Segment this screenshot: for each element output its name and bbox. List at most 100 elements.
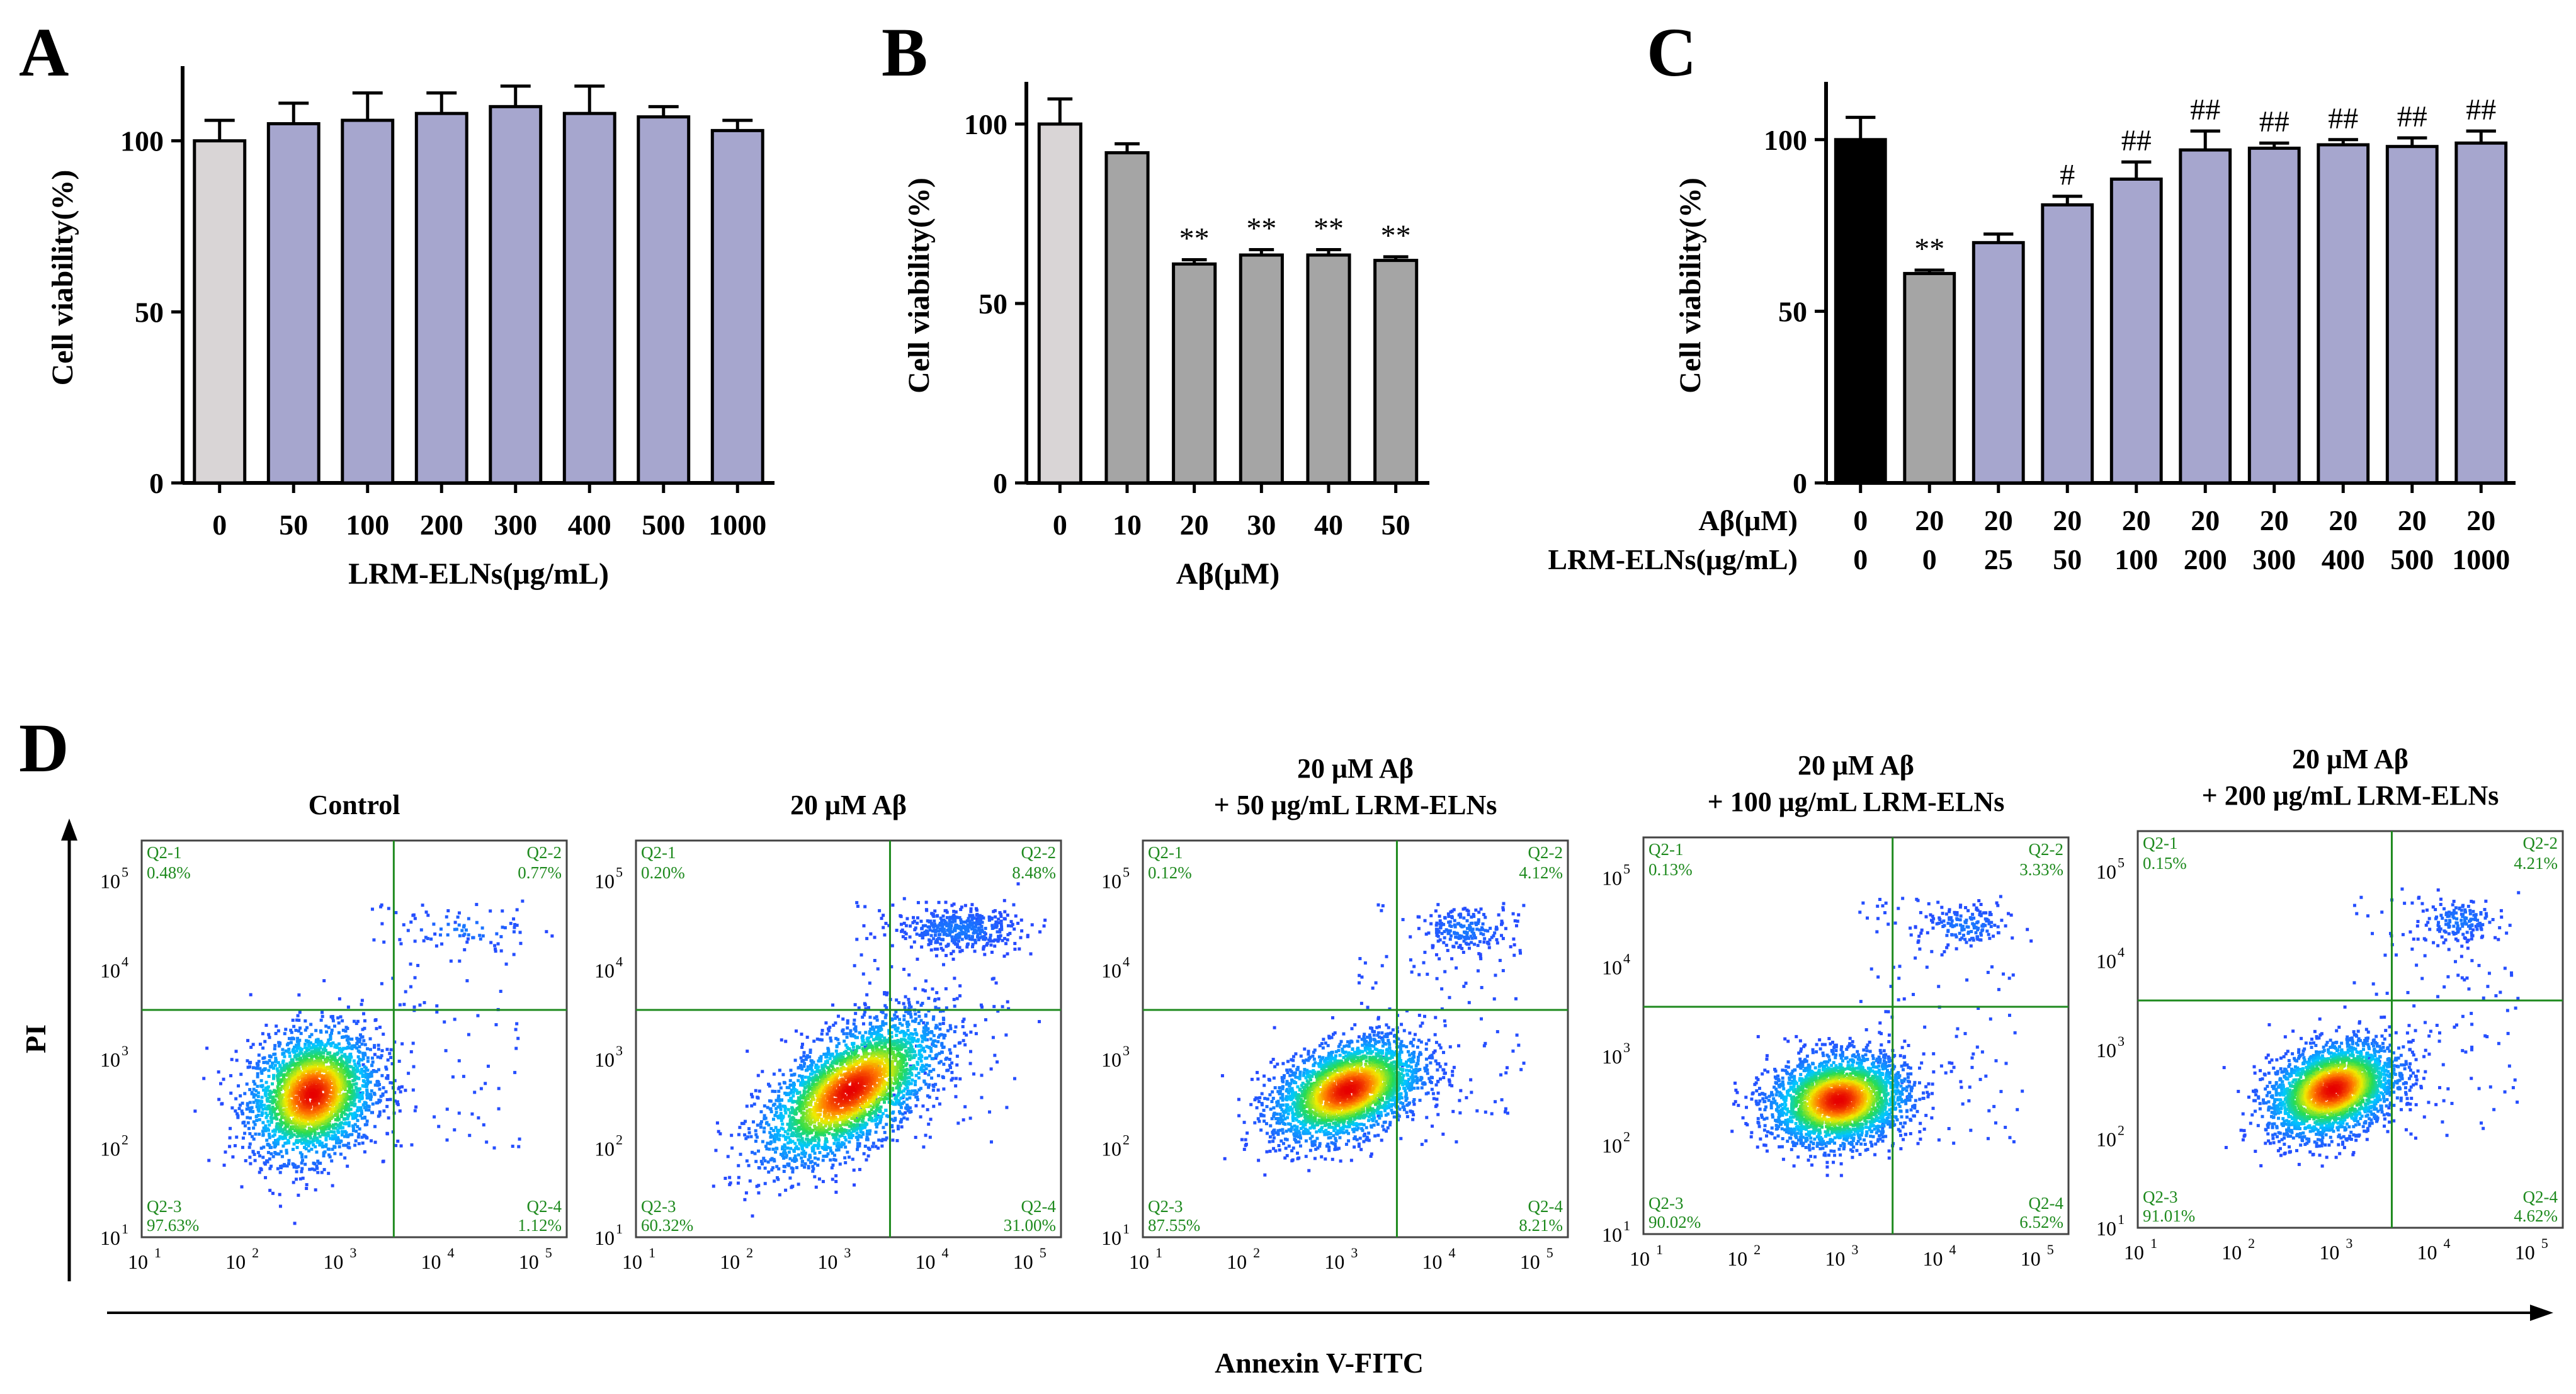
event-dot xyxy=(784,1138,788,1142)
row2-label: 0 xyxy=(1922,543,1937,575)
significance-mark: ** xyxy=(1381,219,1411,252)
event-dot xyxy=(285,1133,288,1136)
event-dot xyxy=(793,1109,797,1113)
event-dot xyxy=(766,1082,770,1086)
event-dot xyxy=(914,1095,918,1099)
event-dot xyxy=(898,1087,902,1091)
event-dot xyxy=(744,1191,748,1195)
event-dot xyxy=(999,922,1003,926)
event-dot xyxy=(915,1033,919,1036)
event-dot xyxy=(820,1070,824,1074)
event-dot xyxy=(258,1170,261,1174)
event-dot xyxy=(398,1003,402,1007)
event-dot xyxy=(884,1108,888,1112)
event-dot xyxy=(789,1147,793,1150)
event-dot xyxy=(812,1137,816,1141)
event-dot xyxy=(349,1055,353,1059)
event-dot xyxy=(247,1126,251,1130)
event-dot xyxy=(300,1130,304,1133)
event-dot xyxy=(344,1143,348,1147)
event-dot xyxy=(307,1093,310,1097)
event-dot xyxy=(315,1136,319,1140)
event-dot xyxy=(712,1184,715,1188)
event-dot xyxy=(280,1123,283,1126)
event-dot xyxy=(350,1103,354,1107)
event-dot xyxy=(256,1072,259,1075)
event-dot xyxy=(336,1118,339,1122)
event-dot xyxy=(924,1024,928,1028)
event-dot xyxy=(478,934,482,938)
event-dot xyxy=(791,1140,795,1143)
event-dot xyxy=(914,1135,917,1139)
event-dot xyxy=(909,1072,913,1075)
event-dot xyxy=(329,1031,333,1035)
event-dot xyxy=(913,987,917,990)
event-dot xyxy=(278,1042,282,1046)
event-dot xyxy=(873,936,877,939)
event-dot xyxy=(271,1116,275,1120)
event-dot xyxy=(949,926,953,929)
event-dot xyxy=(962,1039,965,1043)
event-dot xyxy=(743,1198,747,1201)
event-dot xyxy=(782,1156,786,1160)
event-dot xyxy=(312,1102,316,1106)
event-dot xyxy=(268,1123,271,1127)
event-dot xyxy=(909,1082,913,1085)
event-dot xyxy=(357,1132,361,1136)
event-dot xyxy=(292,1133,296,1136)
event-dot xyxy=(978,922,982,926)
event-dot xyxy=(464,928,468,932)
event-dot xyxy=(264,1080,268,1084)
event-dot xyxy=(793,1159,797,1163)
event-dot xyxy=(775,1165,779,1169)
event-dot xyxy=(902,1068,905,1072)
event-dot xyxy=(228,1145,232,1148)
event-dot xyxy=(890,944,894,948)
event-dot xyxy=(928,1064,931,1068)
event-dot xyxy=(855,1046,859,1050)
event-dot xyxy=(290,1031,293,1034)
event-dot xyxy=(273,1100,276,1104)
event-dot xyxy=(373,1083,377,1087)
event-dot xyxy=(747,1164,751,1167)
bar xyxy=(1306,253,1351,485)
event-dot xyxy=(965,945,969,949)
event-dot xyxy=(317,1140,321,1143)
event-dot xyxy=(378,1100,382,1104)
event-dot xyxy=(921,926,924,930)
event-dot xyxy=(854,1124,858,1128)
event-dot xyxy=(321,1087,325,1091)
event-dot xyxy=(937,1035,941,1039)
event-dot xyxy=(897,1102,901,1106)
event-dot xyxy=(792,1083,796,1087)
event-dot xyxy=(298,1082,302,1085)
event-dot xyxy=(897,1001,901,1005)
event-dot xyxy=(907,1036,911,1040)
y-tick-label: 50 xyxy=(1778,295,1807,327)
event-dot xyxy=(332,1083,336,1087)
y-tick-label: 10 xyxy=(100,870,120,893)
event-dot xyxy=(400,1042,404,1046)
event-dot xyxy=(960,949,964,953)
event-dot xyxy=(297,1018,301,1022)
event-dot xyxy=(909,945,913,949)
event-dot xyxy=(883,1131,887,1135)
event-dot xyxy=(970,918,974,922)
event-dot xyxy=(948,922,951,926)
event-dot xyxy=(728,1182,732,1186)
event-dot xyxy=(941,914,945,918)
event-dot xyxy=(791,1170,795,1174)
event-dot xyxy=(263,1040,267,1043)
event-dot xyxy=(954,925,958,929)
event-dot xyxy=(353,1062,357,1066)
event-dot xyxy=(822,1154,826,1158)
event-dot xyxy=(356,1055,360,1058)
event-dot xyxy=(295,1062,298,1066)
event-dot xyxy=(365,1108,368,1112)
event-dot xyxy=(241,1136,245,1140)
event-dot xyxy=(327,1125,331,1129)
event-dot xyxy=(937,1007,941,1011)
event-dot xyxy=(932,925,936,929)
